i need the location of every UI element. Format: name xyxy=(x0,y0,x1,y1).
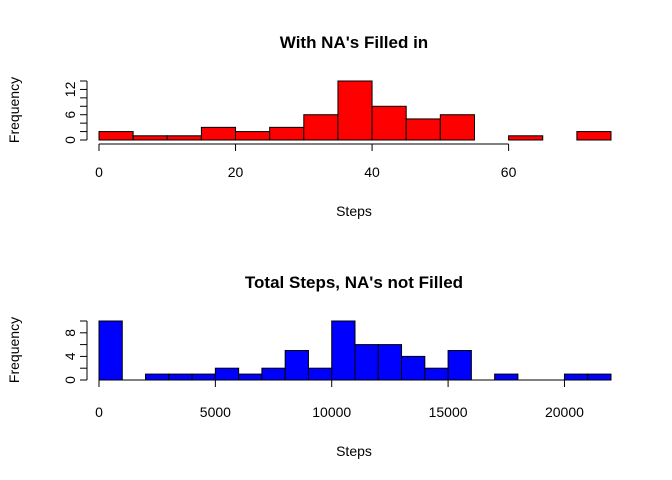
y-axis-label: Frequency xyxy=(6,77,22,143)
histogram-bar xyxy=(145,373,170,381)
x-tick-label: 40 xyxy=(364,164,380,180)
x-axis: 0 5000 10000 15000 20000 xyxy=(95,379,611,420)
chart-title: With NA's Filled in xyxy=(280,33,428,52)
histogram-bar xyxy=(424,367,449,381)
x-tick-label: 0 xyxy=(95,164,103,180)
x-axis: 0 20 40 60 xyxy=(95,143,517,180)
histogram-bar xyxy=(235,131,271,141)
histogram-bar xyxy=(269,126,305,141)
histogram-bar xyxy=(303,114,339,141)
histogram-bar xyxy=(576,131,612,141)
histogram-bar xyxy=(238,373,263,381)
histogram-bar xyxy=(307,367,333,381)
x-tick-label: 60 xyxy=(501,164,517,180)
histogram-bar xyxy=(331,320,356,381)
x-tick-label: 10000 xyxy=(312,404,351,420)
x-tick-label: 5000 xyxy=(200,404,231,420)
histogram-bar xyxy=(284,350,309,381)
histogram-bar xyxy=(166,135,202,141)
histogram-bar xyxy=(214,367,240,381)
histogram-bar xyxy=(371,105,407,141)
y-tick-label: 8 xyxy=(62,329,78,337)
histogram-bar xyxy=(439,114,475,141)
histogram-bar xyxy=(508,135,544,141)
y-axis-label: Frequency xyxy=(6,317,22,383)
y-tick-label: 0 xyxy=(62,376,78,384)
y-axis: 0 6 12 xyxy=(62,80,88,144)
histogram-bar xyxy=(563,373,589,381)
histogram-bar xyxy=(354,344,379,381)
y-tick-label: 0 xyxy=(62,136,78,144)
histogram-bar xyxy=(587,373,612,381)
x-axis-label: Steps xyxy=(336,443,372,459)
histogram-bar xyxy=(200,126,237,141)
histogram-bar xyxy=(98,320,123,381)
histogram-bar xyxy=(337,80,373,141)
bars xyxy=(98,320,612,381)
chart-title: Total Steps, NA's not Filled xyxy=(245,273,463,292)
histogram-bar xyxy=(168,373,193,381)
histogram-bar xyxy=(447,350,472,381)
y-tick-label: 4 xyxy=(62,352,78,360)
y-tick-label: 6 xyxy=(62,111,78,119)
y-tick-label: 12 xyxy=(62,81,78,97)
histogram-bar xyxy=(98,131,134,141)
x-tick-label: 20000 xyxy=(545,404,584,420)
histogram-bar xyxy=(494,373,519,381)
x-tick-label: 15000 xyxy=(429,404,468,420)
histogram-bar xyxy=(377,344,403,381)
histogram-bar xyxy=(261,367,286,381)
histogram-bar xyxy=(191,373,216,381)
x-axis-label: Steps xyxy=(336,203,372,219)
histogram-panel-not-filled: Total Steps, NA's not Filled Frequency S… xyxy=(6,273,612,459)
x-tick-label: 0 xyxy=(95,404,103,420)
histogram-bar xyxy=(405,118,441,141)
x-tick-label: 20 xyxy=(228,164,244,180)
histogram-bar xyxy=(132,135,168,141)
bars xyxy=(98,80,612,141)
histogram-panel-filled: With NA's Filled in Frequency Steps 0 20 4… xyxy=(6,33,612,219)
y-axis: 0 4 8 xyxy=(62,320,88,384)
histogram-bar xyxy=(401,355,426,381)
